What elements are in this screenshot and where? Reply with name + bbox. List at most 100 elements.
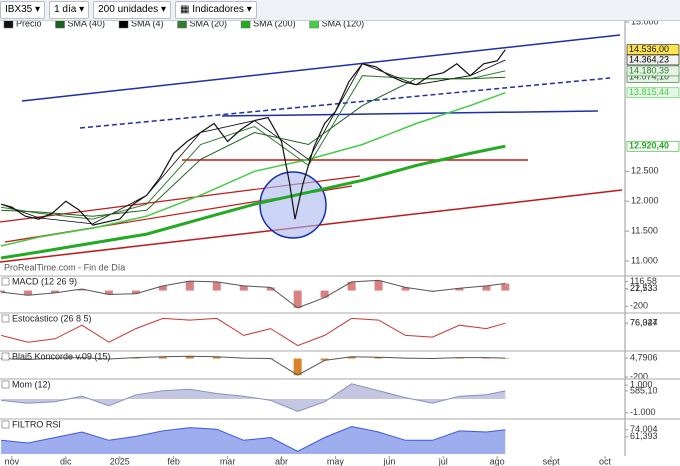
last-value-box [626,140,680,152]
units-select[interactable]: 200 unidades ▾ [93,1,171,19]
legend-label: SMA (120) [322,18,365,28]
panel-label: -200 [630,301,648,311]
watermark: ProRealTime.com - Fin de Día [4,262,125,272]
indicator-line [0,317,506,347]
indicator-bar [455,288,464,291]
indicator-bar [374,357,383,359]
indicator-line [1,355,506,376]
legend-label: SMA (40) [68,18,106,28]
panel-label: -1.000 [630,407,656,417]
indicator-bar [77,289,86,291]
indicator-bar [374,280,383,291]
indicator-bar [158,285,167,291]
indicator-bar [401,287,410,291]
indicator-bar [24,290,33,296]
panel-label: 76,027 [630,318,658,328]
indicator-bar [293,290,302,308]
panel-label: 61,393 [630,431,658,441]
last-value-box [626,65,680,77]
panel-title: Blai5 Koncorde v.09 (15) [12,351,110,361]
last-value-label: 14.364,23 [629,54,669,64]
panel-title: MACD (12 26 9) [12,276,77,286]
panel-title-box [1,420,10,429]
panel-title: Estocástico (26 8 5) [12,313,92,323]
indicator-line [1,279,506,309]
panel-title: Mom (12) [12,379,51,389]
indicators: Indicadores [192,4,244,15]
panel-label: 4,7906 [630,352,658,362]
legend-label: SMA (200) [253,18,296,28]
indicator-bar [0,290,6,293]
toolbar: IBX35 ▾ 1 día ▾ 200 unidades ▾ ▦ Indicad… [0,0,680,21]
indicator-line [1,383,506,413]
y-tick-label: 12.500 [631,166,659,176]
panel-title: FILTRO RSI [12,419,61,429]
panel-label: -200 [630,371,648,381]
indicator-bar [320,290,329,298]
panel-title-box [1,277,10,286]
indicator-bar [212,281,221,291]
indicator-bar [501,283,510,291]
indicator-bar [104,290,113,295]
panel-title-box [1,352,10,361]
series-line [1,76,506,217]
x-tick-label: ago [490,456,505,466]
panel-label: 585,10 [630,385,658,395]
indicator-bar [131,290,140,294]
last-value-label: 14.536,00 [629,44,669,54]
x-tick-label: may [327,456,345,466]
x-tick-label: nov [5,456,20,466]
series-line [0,91,506,247]
legend-label: SMA (20) [190,18,228,28]
trend-line [21,34,621,102]
indicator-bar [239,285,248,291]
last-value-label: 14.180,39 [629,65,669,75]
last-value-box [626,54,680,66]
panel-label: 21,73 [630,283,653,293]
y-tick-label: 15.000 [631,16,659,26]
y-tick-label: 12.000 [631,196,659,206]
trend-line [79,77,611,129]
x-tick-label: oct [599,456,612,466]
series-line [0,49,506,226]
indicators-button[interactable]: ▦ Indicadores ▾ [175,1,257,19]
legend-label: Precio [16,18,42,28]
indicator-bar [185,356,194,359]
panel-label: 76,344 [630,317,658,327]
x-tick-label: 2025 [110,456,130,466]
panel-label: 1.000 [630,380,653,390]
x-tick-label: feb [167,456,180,466]
last-value-label: 14.074,10 [629,72,669,82]
indicator-line [1,425,506,452]
x-tick-label: sept [543,456,561,466]
panel-label: 74,004 [630,424,658,434]
indicator-bar [51,290,60,293]
x-tick-label: jul [438,456,448,466]
indicator-bar [185,281,194,291]
indicator-bar [293,358,302,376]
indicator-bar [482,285,491,291]
symbol: IBX35 [5,4,33,15]
panel-label: 22,533 [630,283,658,293]
indicator-bar [212,356,221,359]
panel-title-box [1,380,10,389]
y-tick-label: 11.000 [631,255,658,265]
units: 200 unidades [98,4,159,15]
panel-label: 116,58 [630,276,657,286]
indicator-bar [266,287,275,291]
symbol-select[interactable]: IBX35 ▾ [0,1,46,19]
legend-label: SMA (4) [131,18,164,28]
last-value-label: 12.920,40 [629,141,669,151]
trend-line [221,110,599,117]
indicator-bar [158,356,167,359]
x-tick-label: dic [60,456,72,466]
period-select[interactable]: 1 día ▾ [49,1,90,19]
x-tick-label: jun [382,456,395,466]
series-line [0,144,506,260]
y-tick-label: 11.500 [631,225,658,235]
x-tick-label: mar [220,456,236,466]
indicator-bar [347,281,356,291]
